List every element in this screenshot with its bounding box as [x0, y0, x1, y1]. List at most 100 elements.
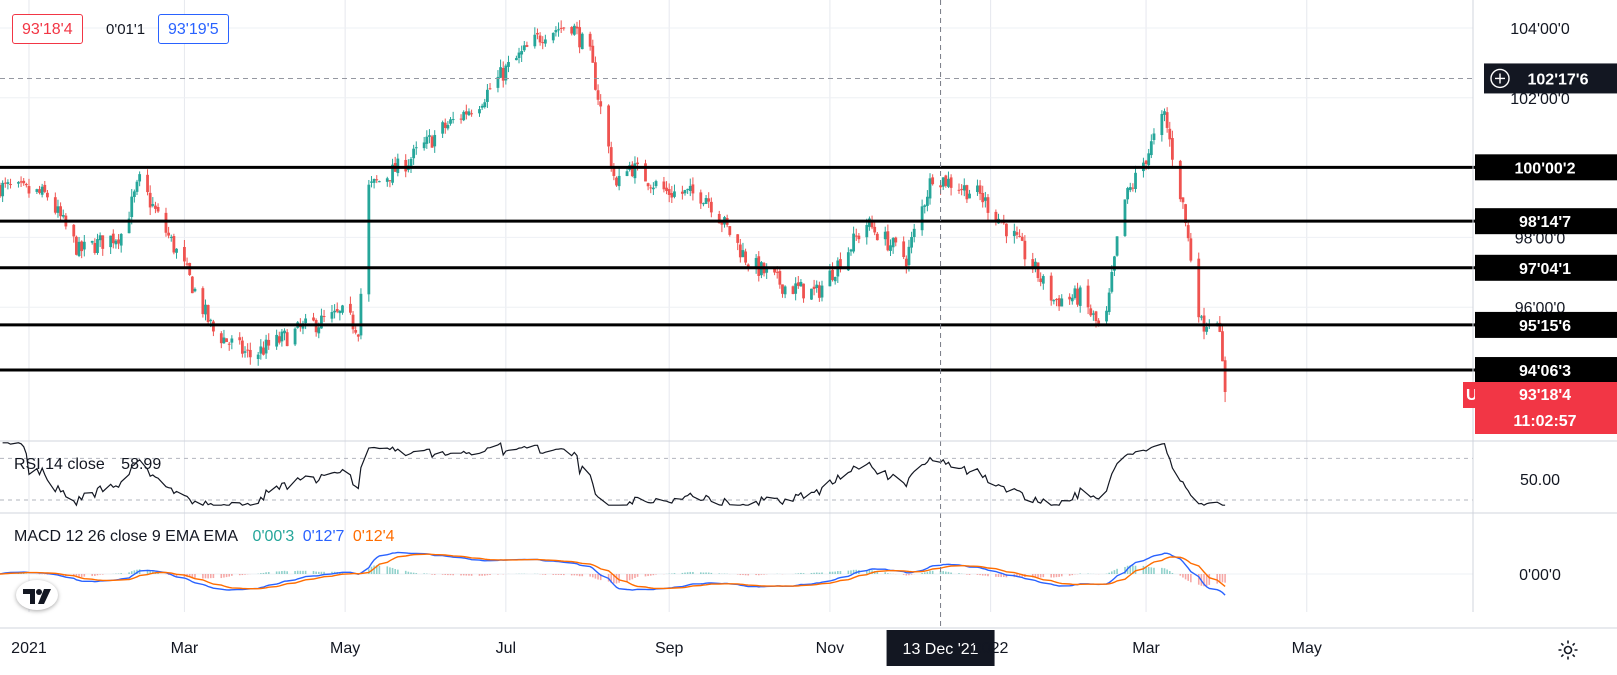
candle-body — [185, 263, 189, 265]
candle — [1015, 226, 1019, 239]
candle — [978, 180, 982, 201]
candle — [947, 171, 950, 189]
candle — [393, 156, 397, 172]
candle — [372, 178, 376, 189]
candle — [1020, 232, 1024, 242]
candle-body — [667, 189, 671, 195]
candle — [617, 168, 621, 191]
candle-body — [443, 122, 447, 128]
rsi-axis-tick: 50.00 — [1520, 472, 1560, 489]
candle-body — [480, 105, 484, 108]
candle — [968, 189, 971, 199]
candle — [1165, 107, 1169, 133]
candle — [406, 159, 410, 173]
candle-body — [1012, 230, 1016, 237]
candle — [902, 236, 906, 260]
candle-body — [280, 331, 284, 342]
candle-body — [854, 235, 858, 237]
candle-body — [1160, 113, 1164, 136]
candle-body — [902, 241, 906, 258]
candle-body — [588, 33, 592, 47]
candle-body — [248, 349, 252, 358]
candle — [135, 179, 139, 195]
time-tick-label: Mar — [171, 640, 199, 657]
gear-icon[interactable] — [1556, 638, 1580, 662]
candle — [428, 129, 431, 144]
candle-body — [554, 30, 558, 33]
candle-body — [644, 163, 647, 182]
candle — [778, 268, 782, 289]
candle-body — [412, 148, 416, 159]
candle — [949, 174, 953, 196]
candle — [17, 181, 20, 188]
candle — [151, 197, 155, 208]
candle-body — [665, 187, 668, 192]
candle-body — [941, 177, 945, 187]
candle — [886, 224, 890, 252]
candle — [875, 231, 879, 241]
candle-body — [119, 233, 123, 246]
candle-body — [204, 304, 207, 315]
candle-body — [562, 27, 566, 29]
candle-body — [356, 334, 360, 337]
candle-body — [246, 349, 250, 351]
candle-body — [430, 136, 434, 148]
candle — [462, 110, 466, 122]
candle-body — [522, 45, 526, 51]
sell-price-button[interactable]: 93'18'4 — [12, 14, 83, 44]
rsi-legend[interactable]: RSI 14 close 58.99 — [14, 456, 165, 474]
candle — [335, 302, 339, 314]
candle-body — [317, 327, 321, 334]
candle-body — [1078, 287, 1082, 306]
candle-body — [225, 338, 228, 343]
candle — [744, 248, 747, 266]
tradingview-logo-icon[interactable] — [16, 580, 58, 610]
candle — [1049, 272, 1053, 306]
support-resistance-levels[interactable] — [0, 165, 1545, 372]
candle — [799, 279, 803, 287]
candle — [446, 121, 450, 131]
candle-body — [551, 32, 555, 41]
candle — [754, 254, 758, 274]
candle — [488, 83, 492, 90]
candle-body — [1168, 128, 1172, 140]
candle-body — [609, 147, 613, 169]
candle — [501, 61, 505, 88]
candle-body — [875, 233, 879, 241]
candle — [683, 189, 687, 196]
crosshair-price-badge — [1484, 63, 1617, 94]
candle-body — [201, 288, 205, 315]
candle-body — [744, 251, 747, 263]
candle-body — [59, 206, 62, 217]
candle-body — [127, 218, 131, 234]
candle-body — [557, 29, 560, 31]
candle-body — [817, 285, 821, 298]
candle-body — [17, 182, 20, 184]
candle-body — [409, 158, 413, 167]
candle-body — [338, 310, 342, 314]
level-price-badge — [1475, 208, 1617, 235]
candle-body — [517, 52, 521, 59]
candle — [499, 59, 502, 79]
macd-legend[interactable]: MACD 12 26 close 9 EMA EMA 0'00'3 0'12'7… — [14, 528, 399, 546]
candle-body — [646, 183, 650, 187]
candle-body — [3, 182, 7, 184]
candle — [889, 239, 892, 256]
macd-signal-line — [0, 553, 1226, 590]
candle-body — [683, 189, 687, 194]
candle — [981, 185, 985, 208]
candle-body — [925, 196, 929, 206]
time-tick-label: Jul — [496, 640, 516, 657]
candle-body — [467, 111, 471, 116]
candle — [391, 158, 394, 186]
candle — [240, 336, 244, 358]
buy-price-button[interactable]: 93'19'5 — [158, 14, 229, 44]
candle-body — [986, 197, 990, 213]
candle-body — [80, 241, 84, 252]
candle — [1070, 294, 1074, 305]
candle — [441, 120, 445, 138]
candle-body — [396, 158, 400, 174]
candle-body — [575, 26, 579, 29]
candle — [651, 182, 655, 195]
